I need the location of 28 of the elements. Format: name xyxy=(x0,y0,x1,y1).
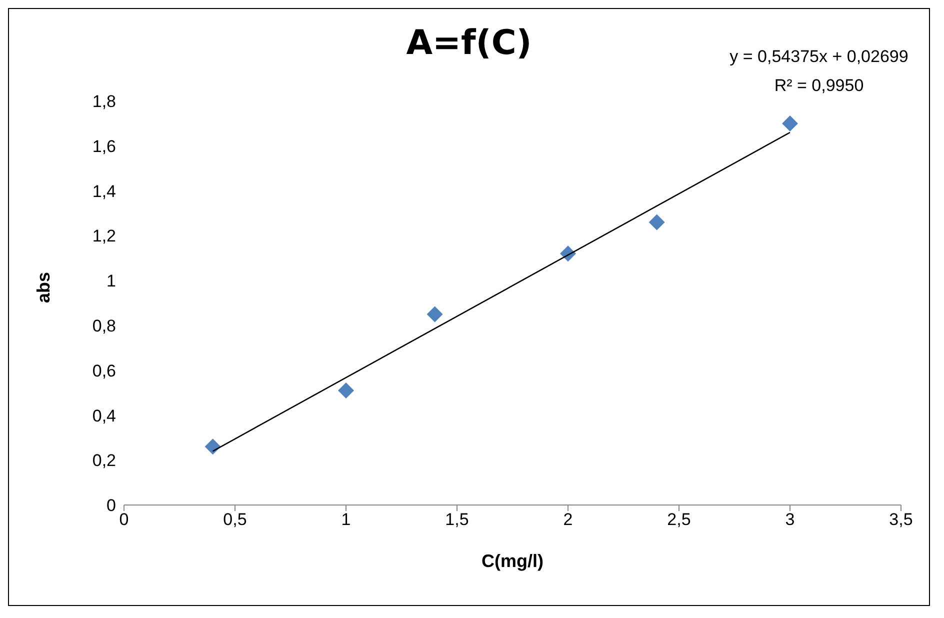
x-axis-title: C(mg/l) xyxy=(482,551,544,571)
y-tick-label: 1,2 xyxy=(92,226,116,246)
y-tick-label: 0,2 xyxy=(92,451,116,470)
point xyxy=(426,306,443,322)
point xyxy=(338,382,354,399)
x-tick-label: 0 xyxy=(119,510,129,530)
x-tick-label: 3 xyxy=(785,510,795,530)
x-tick-label: 1 xyxy=(341,510,351,530)
x-tick-label: 3,5 xyxy=(889,510,913,530)
y-tick-label: 1,8 xyxy=(92,92,116,112)
point xyxy=(204,438,221,455)
text: y = 0,54375x + 0,02699 xyxy=(728,47,910,67)
x-tick-label: 2 xyxy=(563,510,573,530)
x-tick-label: 1,5 xyxy=(445,510,469,530)
y-tick-label: 1,4 xyxy=(92,182,116,201)
y-tick-label: 0 xyxy=(106,496,116,516)
y-tick-label: 1 xyxy=(106,272,116,291)
point xyxy=(648,214,665,230)
x-tick-label: 2,5 xyxy=(667,510,691,530)
chart-title: A=f(C) xyxy=(406,23,532,63)
text: R² = 0,9950 xyxy=(773,76,865,96)
y-tick-label: 0,8 xyxy=(92,316,116,336)
y-tick-label: 0,4 xyxy=(92,406,116,426)
point xyxy=(782,115,798,132)
y-tick-label: 1,6 xyxy=(92,136,116,156)
y-tick-label: 0,6 xyxy=(92,361,116,380)
x-tick-label: 0,5 xyxy=(223,510,247,530)
y-axis-title: abs xyxy=(33,272,54,303)
